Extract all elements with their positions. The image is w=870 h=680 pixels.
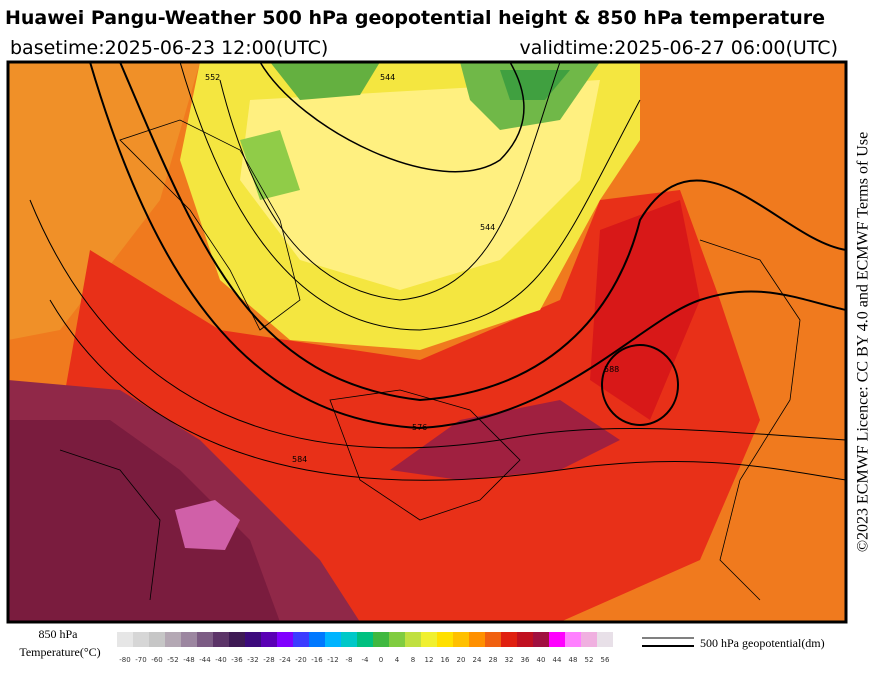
colorbar-swatch	[469, 632, 485, 647]
colorbar-swatch	[581, 632, 597, 647]
colorbar-tick-label: -4	[362, 656, 370, 664]
contour-label: 544	[380, 73, 395, 82]
colorbar: -80 -70 -60 -52 -48 -44 -40 -36 -32 -28 -24 -20 -16-…	[117, 632, 613, 664]
colorbar-swatch	[373, 632, 389, 647]
colorbar-tick-label: -60	[151, 656, 162, 664]
colorbar-tick-label: -48	[183, 656, 194, 664]
colorbar-tick-label: 4	[395, 656, 400, 664]
colorbar-swatch	[261, 632, 277, 647]
contour-label: 552	[205, 73, 220, 82]
colorbar-swatch	[405, 632, 421, 647]
colorbar-tick-label: 40	[537, 656, 546, 664]
colorbar-swatch	[245, 632, 261, 647]
colorbar-tick-label: -70	[135, 656, 146, 664]
colorbar-swatch	[421, 632, 437, 647]
colorbar-swatch	[549, 632, 565, 647]
colorbar-tick-label: -80	[119, 656, 130, 664]
colorbar-tick-label: -28	[263, 656, 274, 664]
colorbar-tick-label: 36	[521, 656, 530, 664]
colorbar-tick-label: -16	[311, 656, 323, 664]
colorbar-tick-label: 28	[489, 656, 498, 664]
contour-label: 544	[480, 223, 495, 232]
colorbar-swatch	[197, 632, 213, 647]
colorbar-swatch	[597, 632, 613, 647]
colorbar-swatch	[533, 632, 549, 647]
colorbar-tick-label: 16	[441, 656, 450, 664]
colorbar-tick-label: 8	[411, 656, 415, 664]
basetime: basetime:2025-06-23 12:00(UTC)	[10, 37, 328, 59]
map-frame	[6, 60, 848, 624]
contour-labels: 544 544 552 576 584 588	[205, 73, 619, 464]
colorbar-swatch	[453, 632, 469, 647]
colorbar-swatch	[229, 632, 245, 647]
map	[8, 62, 846, 622]
colorbar-swatch	[117, 632, 133, 647]
colorbar-tick-label: -32	[247, 656, 258, 664]
colorbar-tick-label: 44	[553, 656, 562, 664]
colorbar-tick-label: -44	[199, 656, 211, 664]
colorbar-swatch	[565, 632, 581, 647]
colorbar-tick-label: -12	[327, 656, 338, 664]
contour-legend-label: 500 hPa geopotential(dm)	[700, 636, 825, 650]
contour-label: 576	[412, 423, 427, 432]
colorbar-swatch	[437, 632, 453, 647]
colorbar-swatch	[133, 632, 149, 647]
colorbar-tick-label: 56	[601, 656, 610, 664]
colorbar-swatch	[325, 632, 341, 647]
colorbar-tick-label: 48	[569, 656, 578, 664]
colorbar-swatch	[165, 632, 181, 647]
colorbar-tick-label: 32	[505, 656, 514, 664]
colorbar-tick-label: 12	[425, 656, 434, 664]
legend-label: 850 hPa	[39, 627, 79, 641]
colorbar-tick-label: -40	[215, 656, 226, 664]
colorbar-swatch	[501, 632, 517, 647]
contours	[29, 62, 846, 481]
colorbar-swatch	[517, 632, 533, 647]
colorbar-swatch	[149, 632, 165, 647]
colorbar-swatch	[389, 632, 405, 647]
licence: ©2023 ECMWF Licence: CC BY 4.0 and ECMWF…	[855, 132, 870, 552]
colorbar-swatch	[293, 632, 309, 647]
colorbar-tick-label: 20	[457, 656, 466, 664]
colorbar-tick-label: -52	[167, 656, 178, 664]
contour-label: 584	[292, 455, 307, 464]
contour-label: 588	[604, 365, 619, 374]
colorbar-tick-label: -8	[346, 656, 353, 664]
colorbar-swatch	[181, 632, 197, 647]
colorbar-swatch	[213, 632, 229, 647]
colorbar-swatch	[485, 632, 501, 647]
legend-label: Temperature(°C)	[19, 645, 100, 659]
colorbar-swatch	[341, 632, 357, 647]
validtime: validtime:2025-06-27 06:00(UTC)	[519, 37, 838, 59]
colorbar-swatch	[277, 632, 293, 647]
colorbar-swatch	[309, 632, 325, 647]
colorbar-tick-label: 0	[379, 656, 383, 664]
colorbar-tick-label: -20	[295, 656, 306, 664]
title: Huawei Pangu-Weather 500 hPa geopotentia…	[5, 7, 825, 29]
coastlines	[59, 119, 801, 601]
colorbar-swatch	[357, 632, 373, 647]
colorbar-tick-label: 24	[473, 656, 482, 664]
colorbar-tick-label: -36	[231, 656, 243, 664]
colorbar-tick-label: -24	[279, 656, 291, 664]
colorbar-tick-label: 52	[585, 656, 594, 664]
